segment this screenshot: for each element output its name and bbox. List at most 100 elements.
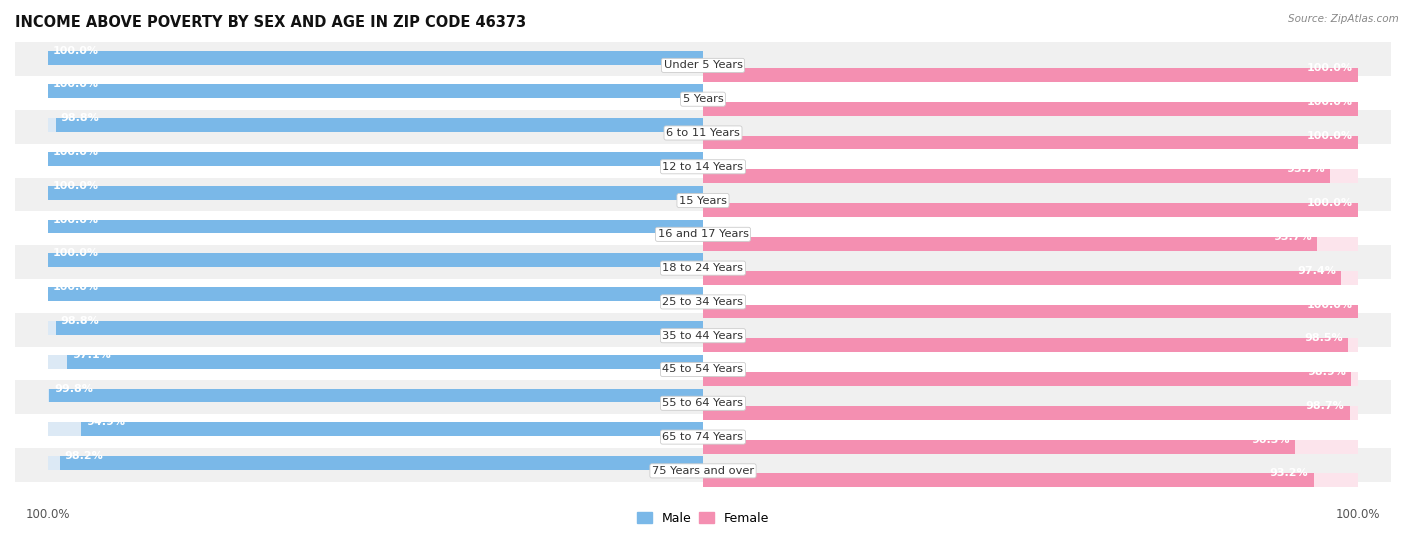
Bar [48,51,703,64]
Text: 100.0%: 100.0% [53,46,98,56]
FancyBboxPatch shape [15,110,1391,144]
Bar [703,203,1358,217]
Text: 55 to 64 Years: 55 to 64 Years [662,398,744,408]
Text: 100.0%: 100.0% [1308,300,1353,310]
Text: 15 Years: 15 Years [679,196,727,206]
Bar [48,186,703,200]
Bar [48,287,703,301]
Bar [703,473,1358,487]
Text: 98.2%: 98.2% [65,451,104,461]
FancyBboxPatch shape [15,312,1391,347]
Bar [703,406,1358,420]
Bar [48,321,703,335]
Bar [703,169,1330,183]
Text: 18 to 24 Years: 18 to 24 Years [662,263,744,273]
Text: 100.0%: 100.0% [1308,97,1353,107]
Text: 98.7%: 98.7% [1306,401,1344,411]
Text: 100.0%: 100.0% [53,181,98,191]
Bar [703,440,1295,453]
Bar [48,84,703,98]
Text: 95.7%: 95.7% [1286,164,1324,174]
Bar [703,305,1358,319]
FancyBboxPatch shape [15,380,1391,414]
Text: 97.4%: 97.4% [1298,266,1336,276]
Text: 98.8%: 98.8% [60,316,100,326]
Text: 16 and 17 Years: 16 and 17 Years [658,229,748,239]
Text: 100.0%: 100.0% [1308,63,1353,73]
FancyBboxPatch shape [15,178,1391,211]
Bar [48,253,703,267]
Bar [48,220,703,234]
Bar [703,102,1358,116]
Text: 93.7%: 93.7% [1272,232,1312,242]
Bar [703,271,1341,285]
Bar [703,237,1317,251]
Bar [48,84,703,98]
Text: 93.2%: 93.2% [1270,468,1309,479]
Bar [48,389,703,402]
Bar [48,152,703,166]
Text: 100.0%: 100.0% [53,147,98,157]
Text: INCOME ABOVE POVERTY BY SEX AND AGE IN ZIP CODE 46373: INCOME ABOVE POVERTY BY SEX AND AGE IN Z… [15,15,526,30]
Text: 12 to 14 Years: 12 to 14 Years [662,162,744,172]
Bar [48,423,703,436]
Text: 100.0%: 100.0% [1308,198,1353,208]
Bar [703,338,1358,352]
Bar [703,440,1358,453]
Text: 75 Years and over: 75 Years and over [652,466,754,476]
Bar [48,355,703,368]
Bar [48,253,703,267]
Bar [703,372,1358,386]
Text: 98.5%: 98.5% [1305,333,1343,343]
Text: 25 to 34 Years: 25 to 34 Years [662,297,744,307]
Bar [48,186,703,200]
Text: 65 to 74 Years: 65 to 74 Years [662,432,744,442]
Text: 97.1%: 97.1% [72,350,111,360]
Bar [703,136,1358,149]
Text: 100.0%: 100.0% [53,215,98,225]
Bar [48,51,703,64]
FancyBboxPatch shape [15,448,1391,482]
Text: 98.9%: 98.9% [1308,367,1346,377]
Text: 100.0%: 100.0% [1308,131,1353,140]
Text: 99.8%: 99.8% [55,383,93,394]
Text: 100.0%: 100.0% [53,282,98,292]
Bar [48,220,703,234]
Bar [703,473,1313,487]
Text: 35 to 44 Years: 35 to 44 Years [662,331,744,340]
Text: 90.3%: 90.3% [1251,435,1289,444]
Legend: Male, Female: Male, Female [631,506,775,530]
Text: 98.8%: 98.8% [60,113,100,123]
Text: 6 to 11 Years: 6 to 11 Years [666,128,740,138]
Bar [703,68,1358,82]
Text: 45 to 54 Years: 45 to 54 Years [662,364,744,375]
Bar [48,152,703,166]
Bar [82,423,703,436]
Bar [66,355,703,368]
Bar [703,68,1358,82]
Bar [703,169,1358,183]
Bar [59,456,703,470]
Bar [703,305,1358,319]
Bar [56,119,703,132]
Bar [48,119,703,132]
Bar [703,203,1358,217]
Text: 100.0%: 100.0% [53,79,98,89]
Bar [703,102,1358,116]
Bar [703,406,1350,420]
Bar [703,372,1351,386]
Text: 94.9%: 94.9% [86,418,125,427]
Bar [56,321,703,335]
Bar [703,136,1358,149]
Bar [49,389,703,402]
Bar [48,456,703,470]
Bar [703,271,1358,285]
Text: Source: ZipAtlas.com: Source: ZipAtlas.com [1288,14,1399,24]
Text: 100.0%: 100.0% [53,248,98,258]
FancyBboxPatch shape [15,245,1391,279]
Bar [703,237,1358,251]
Text: 5 Years: 5 Years [683,94,723,104]
FancyBboxPatch shape [15,42,1391,76]
Bar [703,338,1348,352]
Text: Under 5 Years: Under 5 Years [664,60,742,70]
